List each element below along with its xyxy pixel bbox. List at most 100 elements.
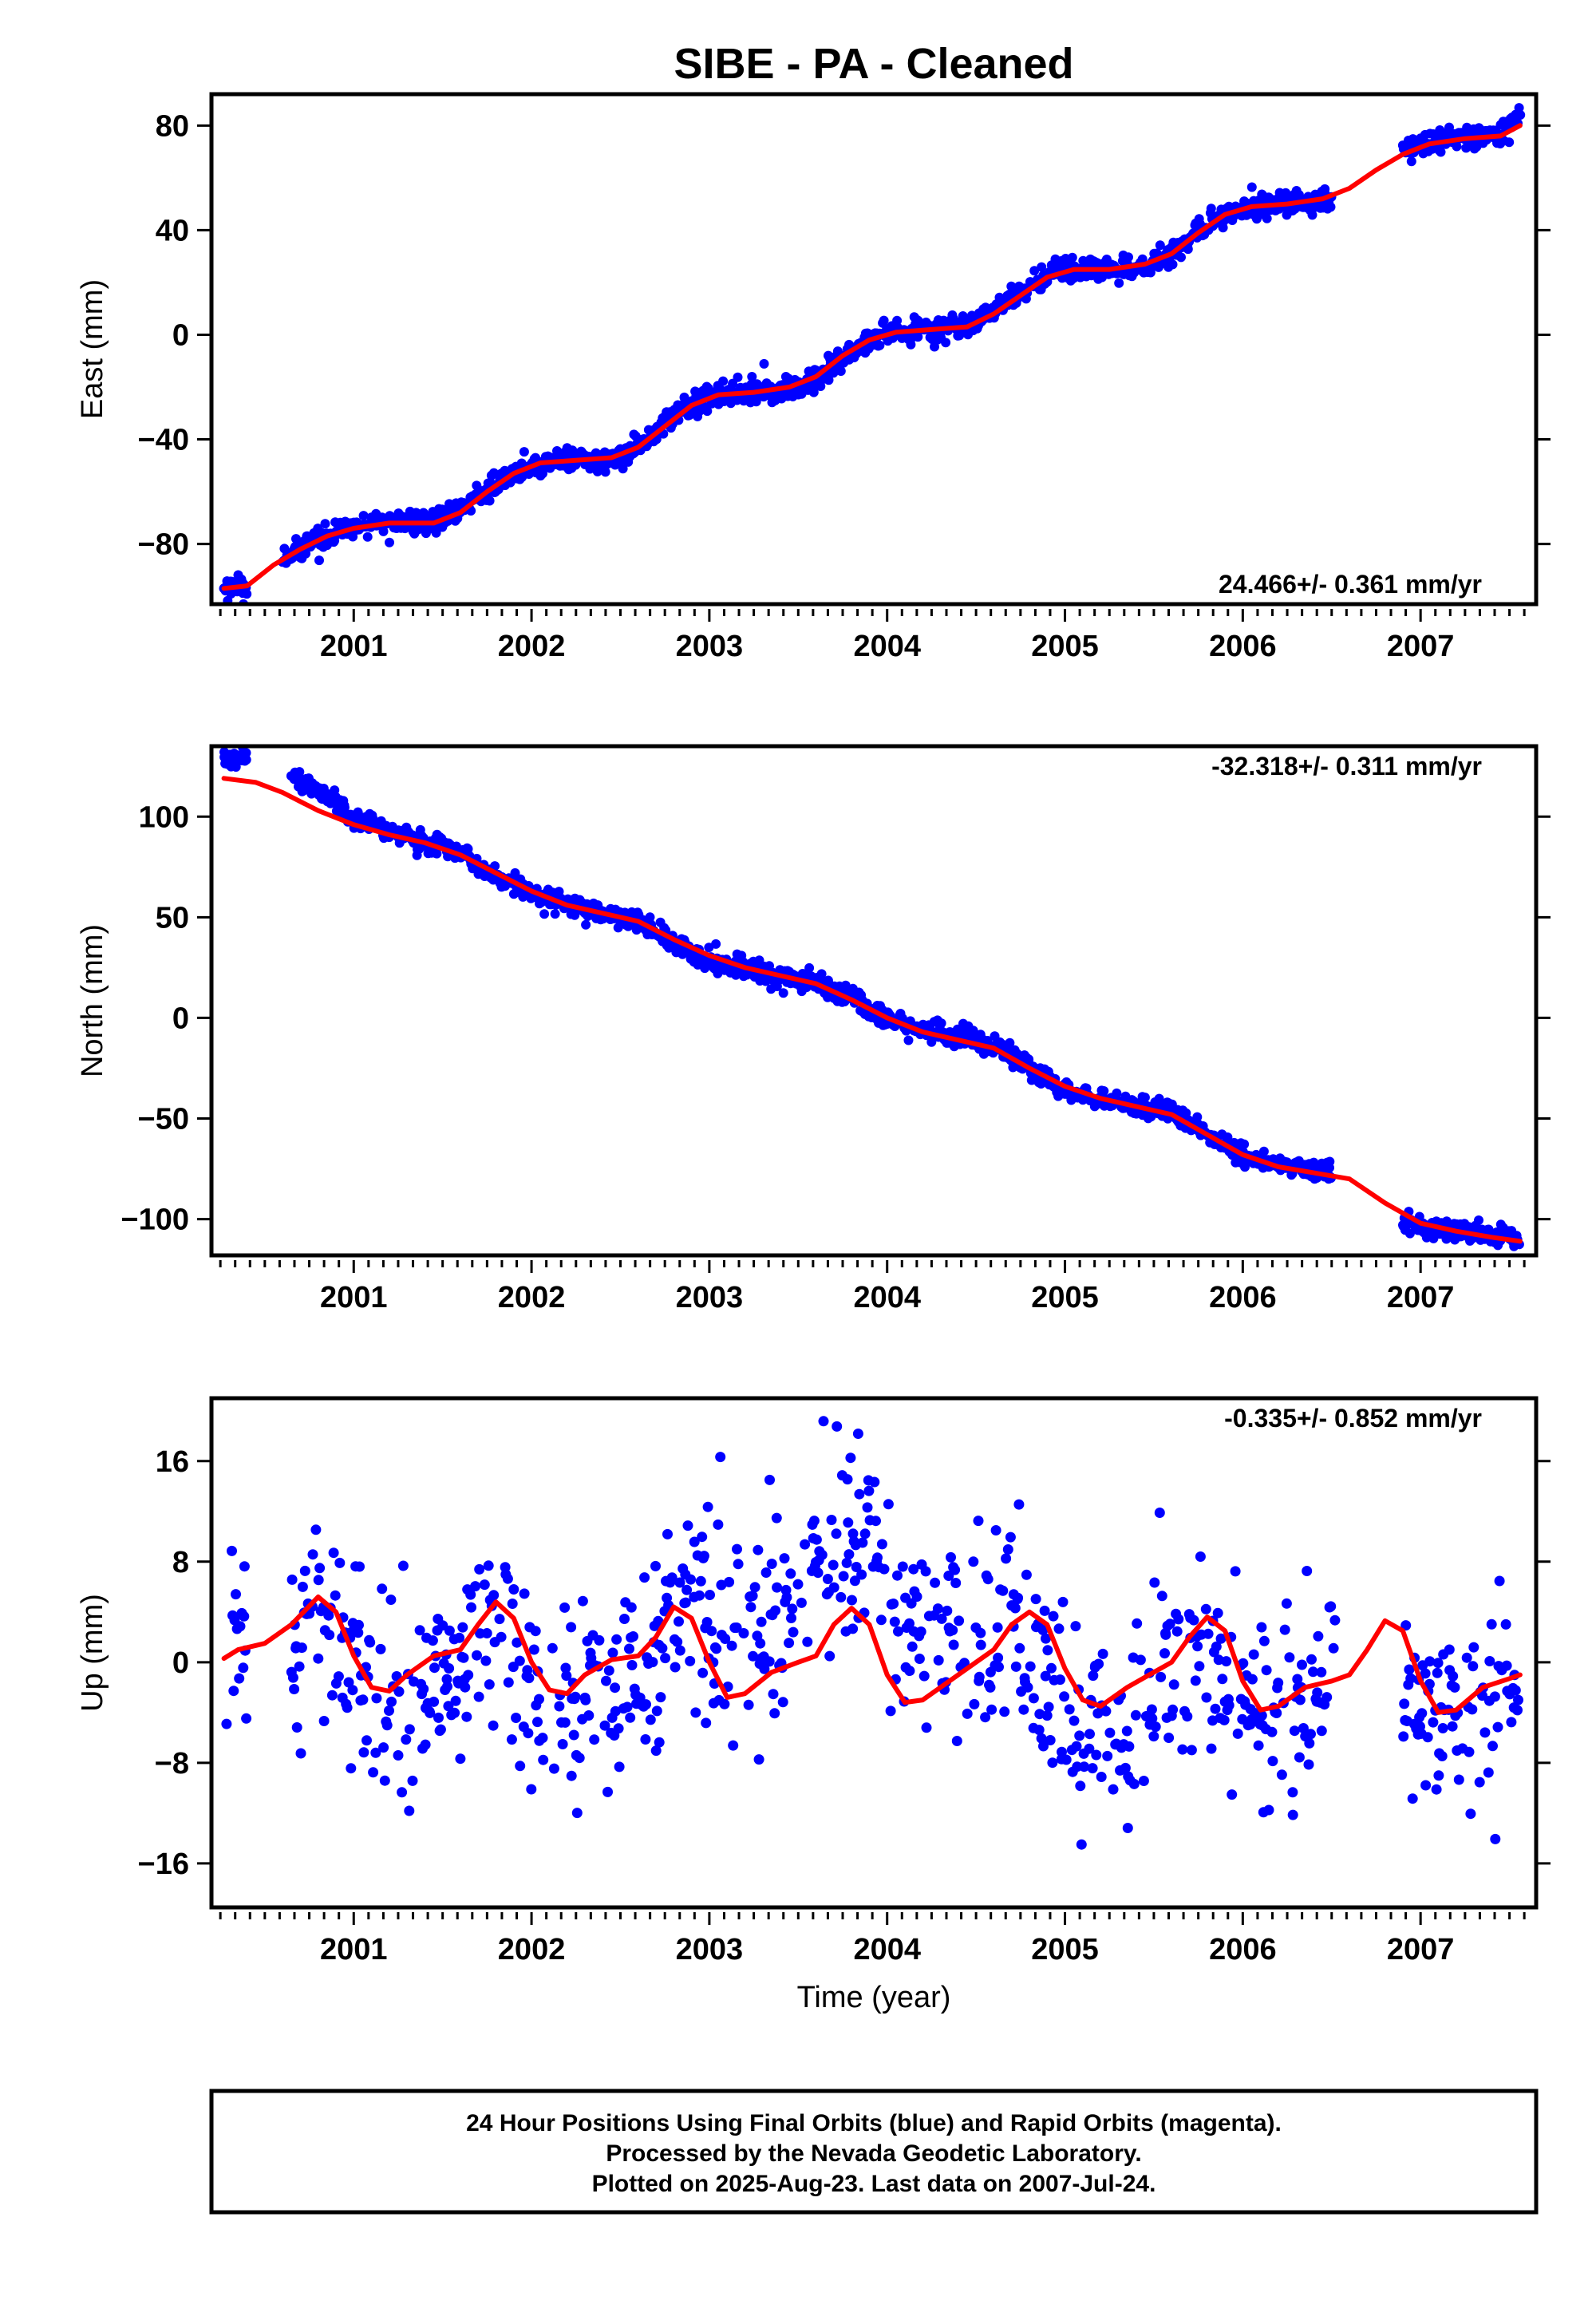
up-data-point bbox=[1002, 1544, 1013, 1555]
up-data-point bbox=[1399, 1698, 1410, 1709]
up-data-point bbox=[1437, 1723, 1448, 1733]
up-data-point bbox=[713, 1519, 724, 1530]
up-data-point bbox=[701, 1617, 713, 1627]
up-data-point bbox=[1093, 1658, 1104, 1670]
up-data-point bbox=[1400, 1620, 1412, 1631]
up-data-point bbox=[787, 1603, 798, 1614]
up-data-point bbox=[975, 1639, 986, 1650]
up-data-point bbox=[845, 1452, 856, 1464]
north-y-tick-label: −100 bbox=[120, 1203, 189, 1237]
north-model-line bbox=[221, 776, 1523, 1244]
east-data-point bbox=[703, 383, 713, 393]
up-data-point bbox=[908, 1563, 919, 1575]
north-data-point bbox=[570, 910, 580, 920]
up-data-point bbox=[1261, 1665, 1272, 1676]
up-data-point bbox=[1173, 1614, 1184, 1625]
up-data-point bbox=[889, 1616, 900, 1627]
up-data-point bbox=[296, 1642, 307, 1654]
east-data-point bbox=[600, 467, 610, 477]
up-data-point bbox=[1156, 1671, 1167, 1682]
up-data-point bbox=[1428, 1717, 1439, 1728]
north-x-tick-label: 2005 bbox=[1031, 1281, 1099, 1314]
up-data-point bbox=[481, 1628, 492, 1638]
up-data-point bbox=[1046, 1662, 1057, 1674]
up-data-point bbox=[397, 1787, 408, 1798]
east-data-point bbox=[1246, 182, 1257, 192]
north-plot-area bbox=[219, 746, 1524, 1251]
up-data-point bbox=[1492, 1721, 1503, 1733]
up-data-point bbox=[1273, 1678, 1284, 1689]
up-data-point bbox=[1436, 1751, 1448, 1761]
east-data-point bbox=[484, 496, 495, 506]
up-data-point bbox=[728, 1740, 739, 1751]
up-data-point bbox=[1407, 1793, 1418, 1804]
up-data-point bbox=[897, 1561, 908, 1572]
up-data-point bbox=[1079, 1761, 1090, 1773]
up-data-point bbox=[514, 1655, 525, 1666]
up-data-point bbox=[772, 1582, 783, 1593]
up-data-point bbox=[557, 1739, 568, 1749]
up-data-point bbox=[766, 1559, 777, 1569]
up-data-point bbox=[879, 1563, 890, 1575]
up-data-point bbox=[611, 1634, 622, 1645]
up-data-point bbox=[1203, 1628, 1214, 1639]
up-data-point bbox=[1294, 1694, 1306, 1705]
up-data-point bbox=[914, 1654, 925, 1664]
up-data-point bbox=[1424, 1678, 1435, 1690]
up-data-point bbox=[1449, 1682, 1460, 1693]
north-data-point bbox=[1099, 1086, 1109, 1096]
up-data-point bbox=[824, 1650, 836, 1662]
north-data-point bbox=[1239, 1139, 1250, 1149]
up-data-point bbox=[1510, 1685, 1521, 1696]
east-data-point bbox=[1436, 147, 1446, 157]
up-panel: −16 −8 0 8 16 2001 2002 2003 2004 2005 2006 2007 Up … bbox=[76, 1396, 1551, 2014]
up-data-point bbox=[1037, 1625, 1049, 1635]
up-y-tick-label: 0 bbox=[172, 1646, 189, 1680]
up-data-point bbox=[1059, 1691, 1070, 1702]
north-data-point bbox=[1441, 1216, 1452, 1227]
up-data-point bbox=[1329, 1614, 1341, 1626]
up-data-point bbox=[645, 1714, 656, 1725]
up-data-point bbox=[1043, 1701, 1054, 1713]
up-data-point bbox=[443, 1701, 454, 1712]
up-data-point bbox=[610, 1705, 621, 1717]
up-data-point bbox=[626, 1602, 637, 1613]
up-data-point bbox=[1328, 1642, 1339, 1654]
up-data-point bbox=[888, 1599, 899, 1609]
up-data-point bbox=[328, 1547, 339, 1559]
north-x-tick-label: 2006 bbox=[1209, 1281, 1277, 1314]
up-data-point bbox=[1306, 1729, 1316, 1740]
up-data-point bbox=[911, 1591, 922, 1603]
east-y-axis-label: East (mm) bbox=[76, 279, 109, 419]
up-data-point bbox=[706, 1626, 717, 1637]
up-data-point bbox=[343, 1677, 354, 1688]
up-data-point bbox=[488, 1590, 500, 1601]
up-data-point bbox=[393, 1686, 405, 1697]
up-data-point bbox=[654, 1737, 665, 1748]
up-data-point bbox=[660, 1653, 671, 1664]
up-data-point bbox=[530, 1626, 541, 1637]
north-data-point bbox=[1258, 1146, 1269, 1156]
up-data-point bbox=[526, 1784, 537, 1795]
up-data-point bbox=[1088, 1670, 1099, 1682]
up-data-point bbox=[1163, 1733, 1175, 1743]
up-data-point bbox=[297, 1581, 308, 1592]
up-data-point bbox=[1432, 1658, 1444, 1669]
east-x-tick-label: 2003 bbox=[676, 630, 744, 663]
up-data-point bbox=[414, 1625, 425, 1636]
up-data-point bbox=[566, 1622, 577, 1633]
up-y-tick-label: −8 bbox=[155, 1747, 189, 1780]
up-data-point bbox=[1201, 1692, 1212, 1703]
up-data-point bbox=[968, 1556, 979, 1567]
up-data-point bbox=[1033, 1725, 1045, 1736]
north-x-tick-label: 2001 bbox=[320, 1281, 388, 1314]
up-data-point bbox=[1266, 1726, 1278, 1737]
up-data-point bbox=[235, 1621, 246, 1632]
up-data-point bbox=[1146, 1704, 1157, 1715]
up-data-point bbox=[404, 1724, 415, 1735]
up-data-point bbox=[1195, 1551, 1206, 1562]
up-data-point bbox=[313, 1575, 324, 1586]
up-data-point bbox=[1433, 1770, 1444, 1781]
up-data-point bbox=[771, 1512, 782, 1524]
up-data-point bbox=[800, 1539, 811, 1550]
